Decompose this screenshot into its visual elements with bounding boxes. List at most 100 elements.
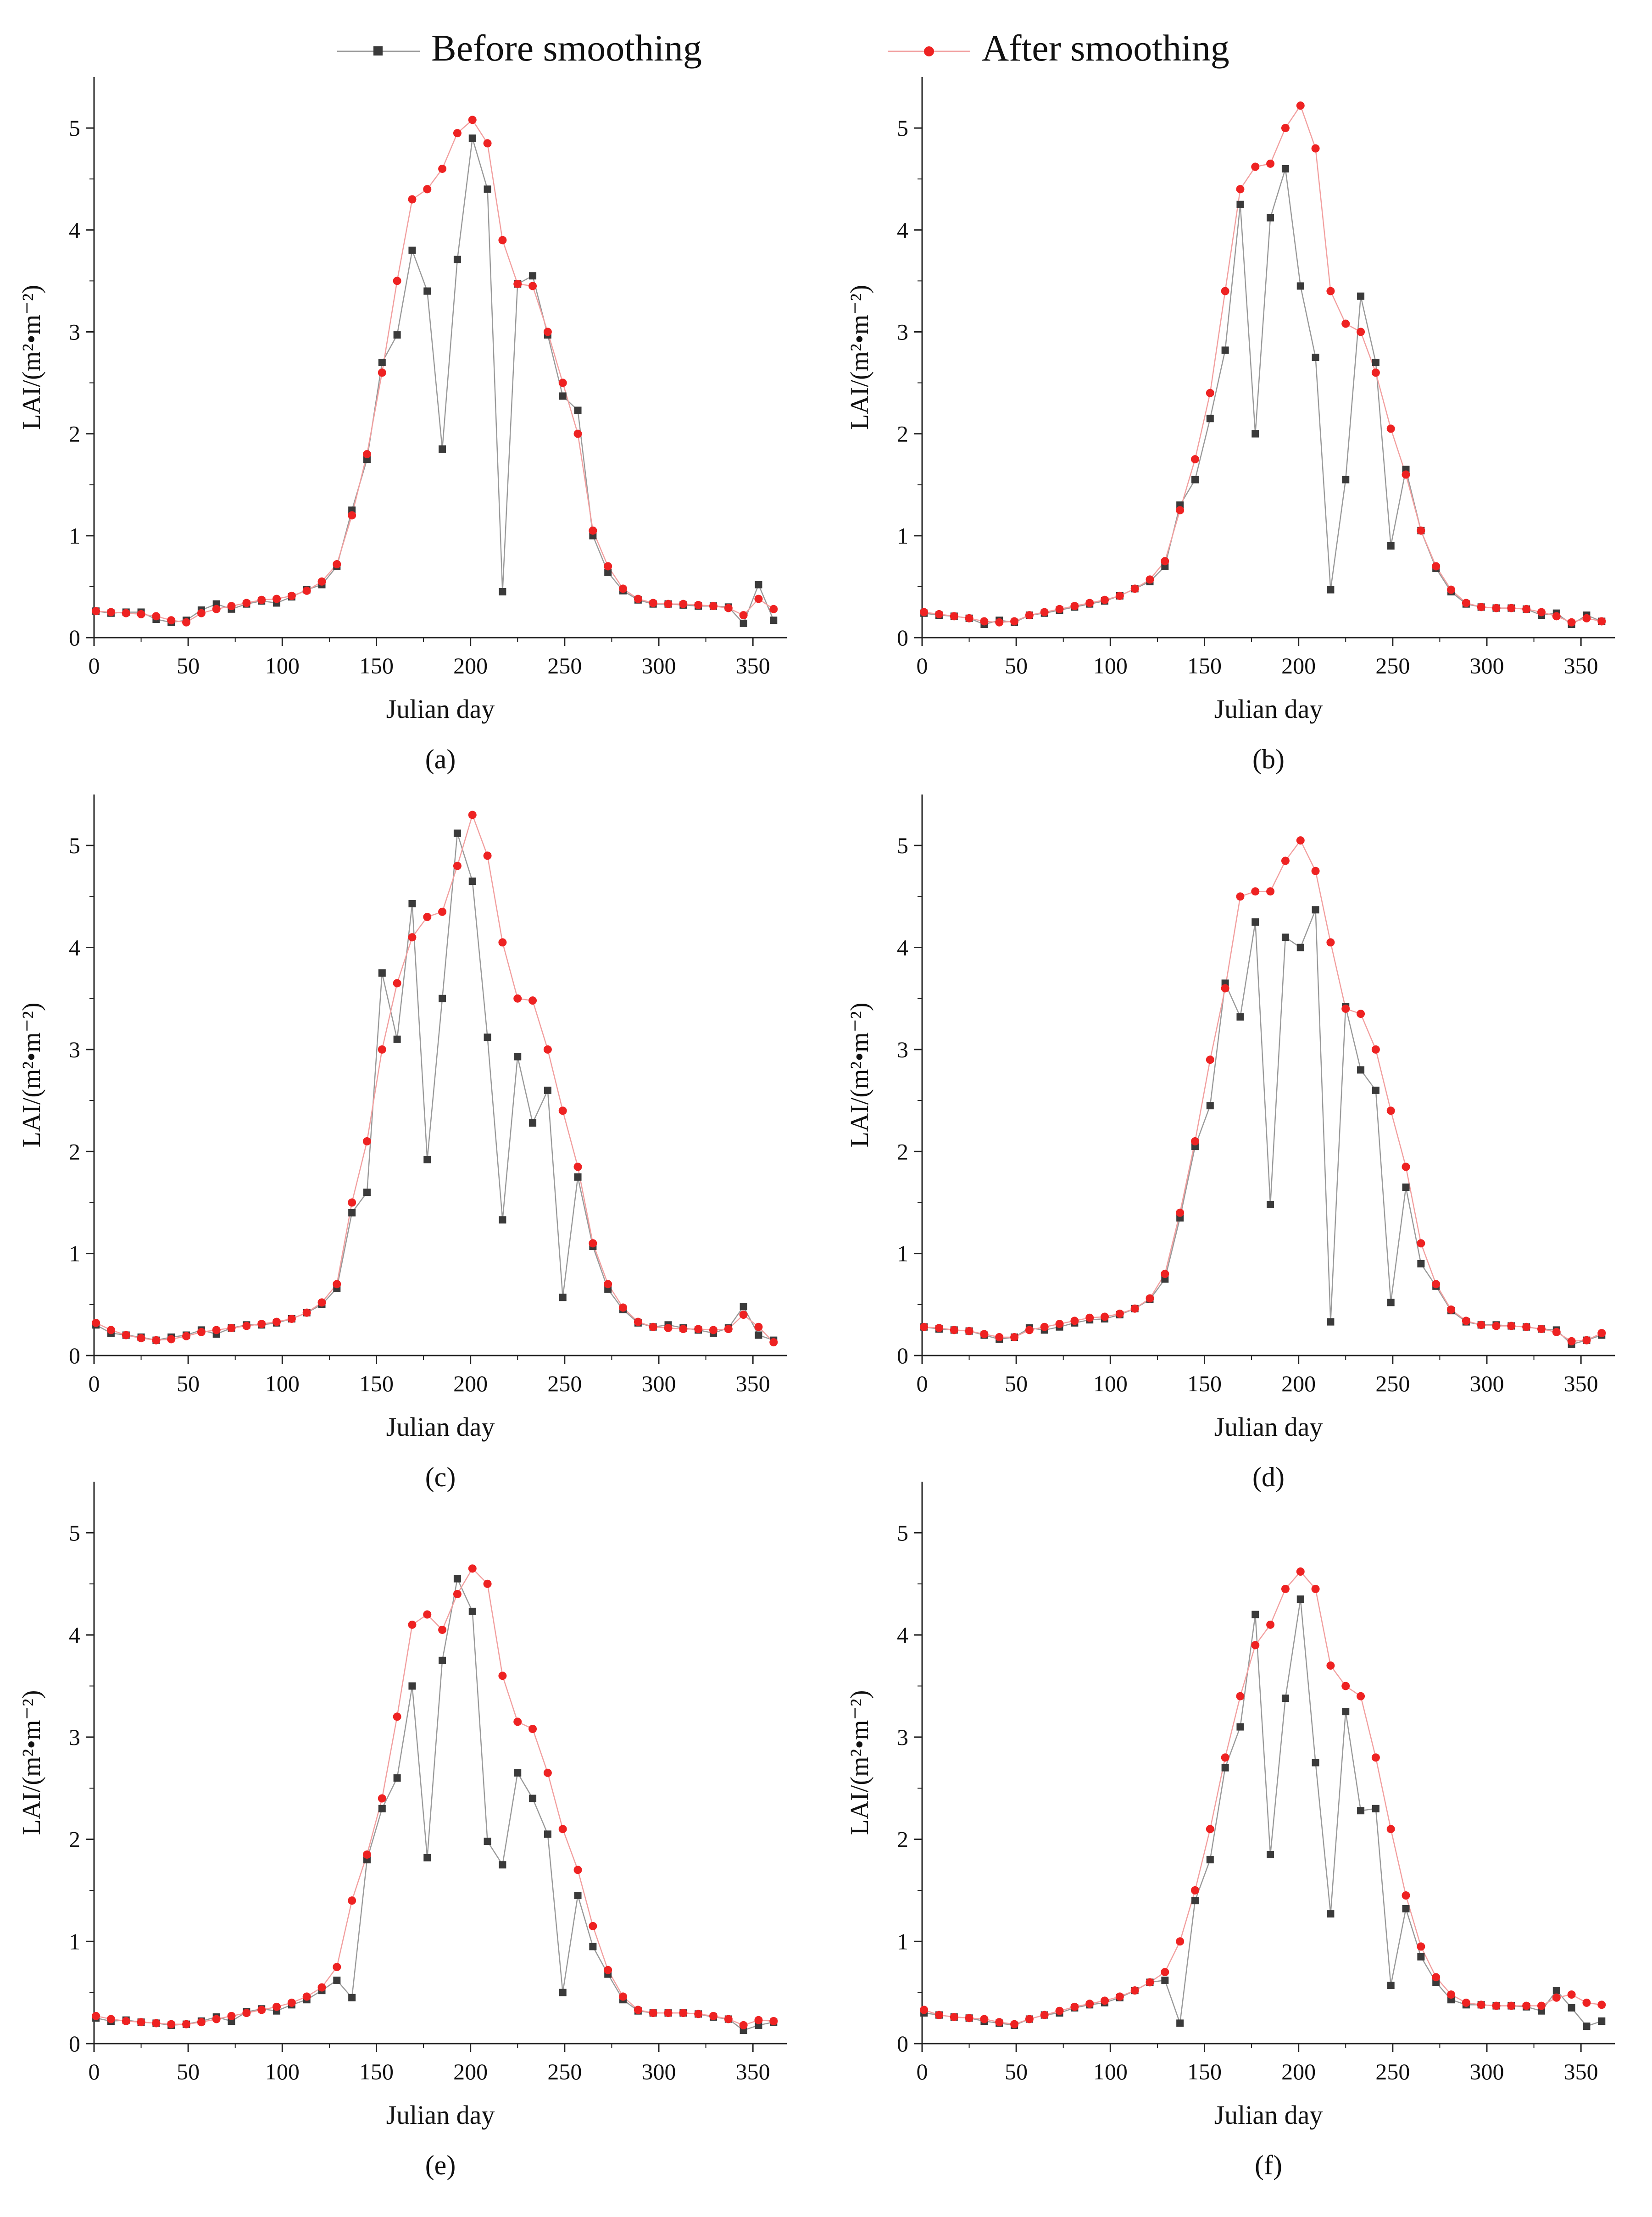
x-tick-label: 0	[917, 653, 928, 678]
point-after-smoothing	[1010, 617, 1019, 626]
point-after-smoothing	[1206, 1056, 1214, 1064]
point-after-smoothing	[965, 614, 973, 622]
point-after-smoothing	[1221, 984, 1229, 993]
x-tick-label: 150	[359, 2059, 394, 2084]
point-after-smoothing	[333, 560, 341, 569]
y-axis-label: LAI/(m²•m⁻²)	[17, 1690, 46, 1835]
point-after-smoothing	[1251, 162, 1260, 171]
y-tick-label: 0	[69, 625, 80, 650]
point-after-smoothing	[589, 1239, 597, 1248]
point-before-smoothing	[1296, 1595, 1304, 1603]
chart-panel-b: 0 50 100 150 200 250 300 350 0 1 2 3 4 5 Julian day LAI…	[845, 77, 1615, 774]
x-tick-label: 350	[1564, 2059, 1598, 2084]
point-after-smoothing	[739, 2021, 748, 2029]
point-after-smoothing	[468, 1564, 477, 1573]
x-tick-label: 300	[641, 2059, 676, 2084]
point-before-smoothing	[529, 272, 537, 280]
y-tick-label: 0	[897, 1343, 908, 1368]
point-before-smoothing	[755, 1331, 762, 1339]
chart-panel-c: 0 50 100 150 200 250 300 350 0 1 2 3 4 5 Julian day LAI…	[17, 795, 787, 1492]
point-after-smoothing	[122, 2017, 130, 2025]
point-after-smoothing	[378, 1045, 386, 1054]
x-tick-label: 250	[547, 1371, 582, 1396]
point-after-smoothing	[980, 2015, 989, 2023]
point-after-smoothing	[1597, 617, 1606, 626]
point-after-smoothing	[1221, 287, 1229, 295]
point-after-smoothing	[589, 1922, 597, 1930]
point-after-smoothing	[965, 1327, 973, 1335]
legend-after-marker	[924, 46, 934, 56]
y-axis-label: LAI/(m²•m⁻²)	[17, 1002, 46, 1147]
point-after-smoothing	[1085, 1313, 1094, 1322]
point-after-smoothing	[1462, 1317, 1470, 1325]
point-after-smoothing	[1130, 1986, 1139, 1995]
x-axis-label: Julian day	[1214, 1412, 1323, 1442]
x-tick-label: 0	[89, 2059, 100, 2084]
point-after-smoothing	[348, 511, 356, 520]
point-after-smoothing	[498, 236, 507, 244]
y-tick-label: 0	[897, 2031, 908, 2056]
point-before-smoothing	[740, 619, 747, 627]
point-before-smoothing	[1357, 1066, 1365, 1074]
point-before-smoothing	[363, 1189, 371, 1196]
point-before-smoothing	[1357, 292, 1365, 300]
x-tick-label: 100	[1093, 2059, 1128, 2084]
point-after-smoothing	[1281, 856, 1290, 865]
y-axis-label: LAI/(m²•m⁻²)	[845, 1002, 874, 1147]
point-before-smoothing	[1191, 476, 1199, 483]
point-before-smoothing	[1252, 430, 1259, 438]
point-after-smoothing	[1357, 328, 1365, 336]
point-before-smoothing	[453, 256, 461, 263]
point-after-smoothing	[498, 938, 507, 947]
y-tick-label: 4	[69, 1622, 80, 1648]
panel-label: (d)	[1252, 1462, 1285, 1492]
point-after-smoothing	[739, 611, 748, 620]
point-after-smoothing	[1552, 612, 1561, 621]
x-tick-label: 50	[1005, 1371, 1028, 1396]
point-after-smoothing	[227, 2011, 236, 2020]
x-tick-label: 150	[1187, 653, 1222, 678]
point-before-smoothing	[1417, 1260, 1425, 1267]
point-before-smoothing	[393, 1774, 401, 1782]
point-after-smoothing	[1357, 1692, 1365, 1700]
point-after-smoothing	[619, 1303, 628, 1312]
y-tick-label: 3	[897, 1724, 908, 1750]
point-after-smoothing	[950, 2013, 958, 2022]
x-axis-label: Julian day	[386, 2100, 495, 2130]
point-after-smoothing	[1552, 1993, 1561, 2002]
legend-after-label: After smoothing	[982, 27, 1229, 69]
x-tick-label: 250	[547, 2059, 582, 2084]
point-after-smoothing	[934, 1323, 943, 1332]
point-before-smoothing	[1281, 933, 1289, 941]
point-after-smoothing	[453, 129, 462, 138]
point-before-smoothing	[484, 185, 491, 193]
point-after-smoothing	[1101, 1996, 1109, 2005]
point-after-smoothing	[453, 1590, 462, 1598]
point-before-smoothing	[1236, 1723, 1244, 1731]
point-before-smoothing	[1296, 944, 1304, 951]
point-after-smoothing	[1341, 1004, 1350, 1013]
point-before-smoothing	[484, 1838, 491, 1845]
x-tick-label: 300	[641, 1371, 676, 1396]
point-after-smoothing	[92, 2011, 100, 2020]
point-after-smoothing	[362, 1850, 371, 1859]
point-before-smoothing	[1252, 1611, 1259, 1618]
point-after-smoothing	[1115, 1309, 1124, 1318]
point-after-smoothing	[317, 577, 326, 586]
point-after-smoothing	[227, 602, 236, 611]
y-tick-label: 5	[69, 1520, 80, 1545]
point-after-smoothing	[1567, 618, 1576, 627]
point-after-smoothing	[1206, 389, 1214, 397]
point-after-smoothing	[393, 277, 401, 285]
point-after-smoothing	[558, 1825, 567, 1834]
point-after-smoothing	[1236, 1692, 1245, 1700]
x-tick-label: 150	[359, 653, 394, 678]
point-after-smoothing	[1417, 1239, 1425, 1248]
point-after-smoothing	[257, 2006, 266, 2014]
point-after-smoothing	[1161, 557, 1169, 566]
point-before-smoothing	[1267, 1200, 1274, 1208]
point-after-smoothing	[604, 1280, 612, 1289]
series-line-after-smoothing	[95, 813, 774, 1343]
